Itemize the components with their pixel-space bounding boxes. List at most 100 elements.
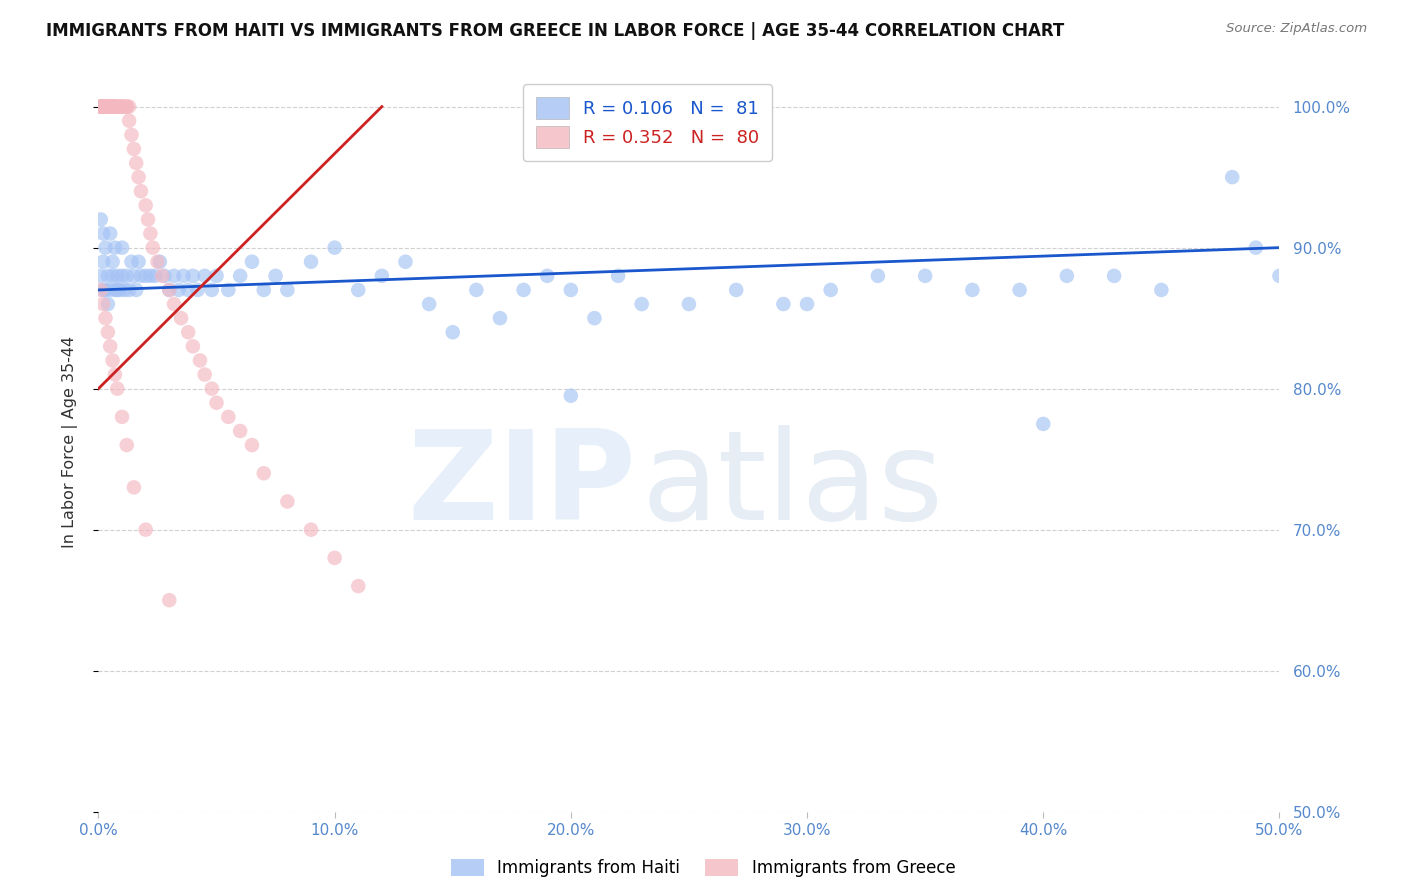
Point	[112, 100, 135, 114]
Text: Source: ZipAtlas.com: Source: ZipAtlas.com	[1226, 22, 1367, 36]
Point	[142, 241, 165, 255]
Point	[98, 100, 121, 114]
Point	[441, 325, 464, 339]
Point	[299, 523, 322, 537]
Point	[163, 297, 186, 311]
Point	[101, 100, 124, 114]
Point	[217, 409, 239, 424]
Point	[104, 368, 127, 382]
Point	[105, 382, 128, 396]
Point	[104, 100, 127, 114]
Point	[105, 100, 128, 114]
Point	[135, 523, 157, 537]
Point	[90, 100, 112, 114]
Point	[94, 100, 117, 114]
Point	[97, 268, 120, 283]
Point	[121, 254, 143, 268]
Point	[94, 241, 117, 255]
Point	[101, 268, 124, 283]
Point	[121, 128, 143, 142]
Point	[101, 100, 124, 114]
Point	[128, 170, 150, 185]
Point	[201, 283, 224, 297]
Point	[118, 113, 141, 128]
Point	[489, 311, 512, 326]
Point	[170, 311, 193, 326]
Point	[1268, 268, 1291, 283]
Point	[177, 325, 200, 339]
Point	[115, 100, 138, 114]
Point	[90, 100, 112, 114]
Point	[914, 268, 936, 283]
Point	[188, 353, 211, 368]
Point	[101, 254, 124, 268]
Point	[125, 156, 148, 170]
Point	[820, 283, 842, 297]
Point	[194, 268, 217, 283]
Point	[1150, 283, 1173, 297]
Point	[97, 297, 120, 311]
Point	[560, 389, 582, 403]
Y-axis label: In Labor Force | Age 35-44: In Labor Force | Age 35-44	[62, 335, 77, 548]
Point	[104, 100, 127, 114]
Point	[97, 100, 120, 114]
Point	[112, 283, 135, 297]
Point	[1102, 268, 1125, 283]
Point	[94, 100, 117, 114]
Point	[163, 268, 186, 283]
Point	[98, 283, 121, 297]
Point	[583, 311, 606, 326]
Point	[149, 254, 172, 268]
Point	[129, 184, 152, 198]
Point	[139, 268, 162, 283]
Point	[135, 198, 157, 212]
Point	[371, 268, 394, 283]
Point	[253, 283, 276, 297]
Point	[111, 241, 134, 255]
Point	[90, 100, 112, 114]
Point	[108, 100, 131, 114]
Point	[94, 311, 117, 326]
Point	[240, 254, 263, 268]
Point	[115, 268, 138, 283]
Point	[139, 227, 162, 241]
Point	[536, 268, 558, 283]
Point	[465, 283, 488, 297]
Point	[136, 212, 159, 227]
Point	[91, 100, 114, 114]
Point	[91, 227, 114, 241]
Point	[111, 268, 134, 283]
Point	[101, 100, 124, 114]
Point	[122, 268, 145, 283]
Point	[264, 268, 287, 283]
Point	[115, 438, 138, 452]
Point	[118, 100, 141, 114]
Point	[276, 283, 298, 297]
Point	[91, 297, 114, 311]
Point	[187, 283, 209, 297]
Point	[146, 254, 169, 268]
Point	[150, 268, 173, 283]
Point	[560, 283, 582, 297]
Point	[253, 467, 276, 481]
Point	[94, 100, 117, 114]
Point	[512, 283, 534, 297]
Point	[94, 283, 117, 297]
Point	[276, 494, 298, 508]
Point	[962, 283, 984, 297]
Point	[128, 254, 150, 268]
Point	[323, 550, 346, 565]
Point	[97, 325, 120, 339]
Point	[91, 254, 114, 268]
Point	[347, 283, 370, 297]
Point	[90, 100, 112, 114]
Point	[105, 100, 128, 114]
Legend: Immigrants from Haiti, Immigrants from Greece: Immigrants from Haiti, Immigrants from G…	[444, 852, 962, 884]
Point	[418, 297, 440, 311]
Point	[105, 268, 128, 283]
Point	[177, 283, 200, 297]
Point	[104, 100, 127, 114]
Point	[194, 368, 217, 382]
Point	[299, 254, 322, 268]
Point	[104, 100, 127, 114]
